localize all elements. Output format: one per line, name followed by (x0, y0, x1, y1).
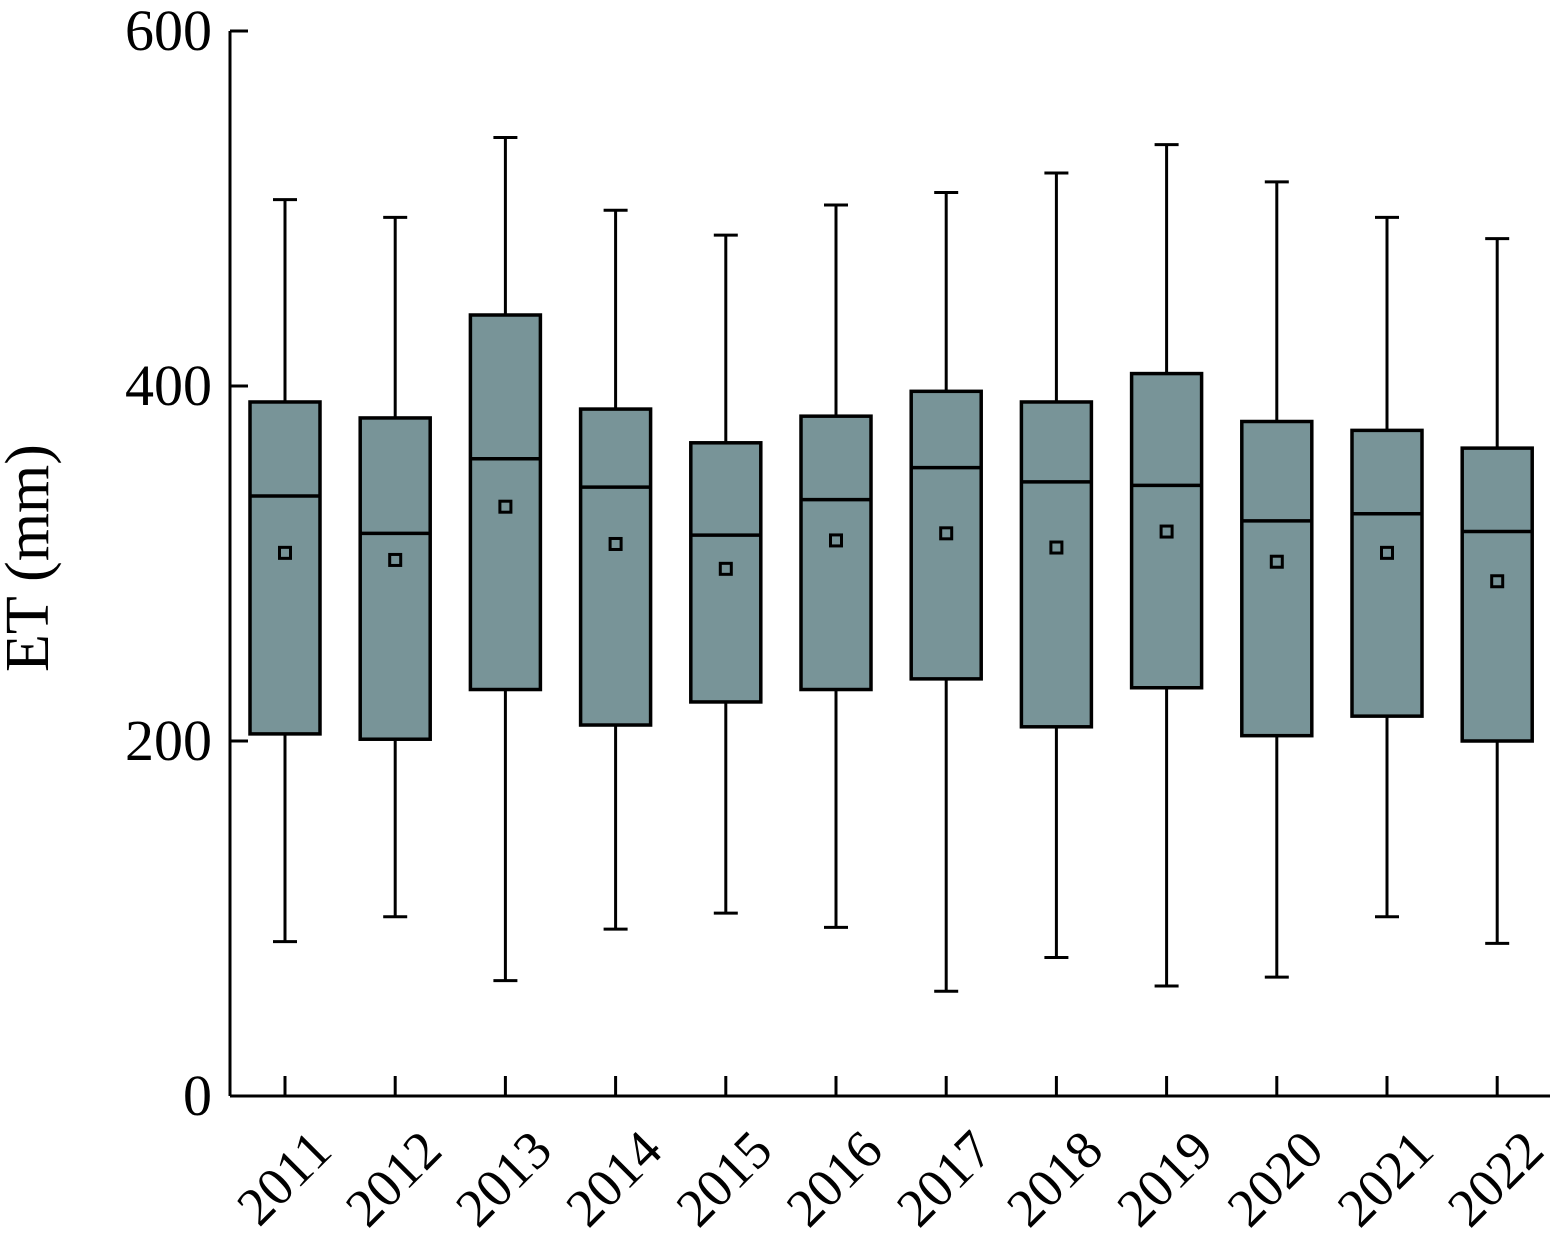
box-2013 (468, 136, 543, 983)
x-tick-label: 2011 (225, 1119, 342, 1233)
box-2011 (248, 198, 322, 944)
mean-marker (608, 536, 623, 551)
iqr-box (689, 441, 763, 704)
iqr-box (1129, 371, 1204, 690)
iqr-box (909, 389, 983, 681)
box-2016 (799, 203, 873, 929)
iqr-box (799, 414, 873, 692)
mean-marker (1490, 574, 1505, 589)
x-tick-label: 2012 (334, 1119, 453, 1233)
x-tick-label: 2019 (1105, 1119, 1224, 1233)
iqr-box (1350, 428, 1424, 718)
iqr-box (1019, 400, 1094, 729)
box-2019 (1129, 143, 1204, 988)
mean-marker (1269, 554, 1284, 569)
x-tick-label: 2018 (995, 1119, 1114, 1233)
mean-marker (718, 561, 733, 576)
mean-marker (1380, 545, 1394, 560)
box-2020 (1240, 180, 1314, 979)
mean-marker (1049, 540, 1064, 555)
iqr-box (578, 407, 653, 727)
box-series (248, 136, 1534, 993)
x-tick-label: 2017 (885, 1119, 1004, 1233)
y-tick-label: 200 (125, 708, 212, 773)
iqr-box (1460, 446, 1534, 743)
mean-marker (1159, 524, 1174, 539)
x-tick-label: 2013 (444, 1119, 563, 1233)
box-2014 (578, 208, 653, 931)
x-tick-label: 2015 (665, 1119, 784, 1233)
box-2015 (689, 233, 763, 915)
box-2022 (1460, 237, 1534, 945)
iqr-box (248, 400, 322, 736)
y-tick-label: 0 (183, 1063, 212, 1128)
mean-marker (939, 526, 954, 541)
mean-marker (278, 545, 292, 560)
y-axis: 0 200 400 600 (125, 0, 248, 1128)
box-2017 (909, 191, 983, 993)
box-2018 (1019, 171, 1094, 960)
mean-marker (388, 552, 403, 567)
iqr-box (1240, 419, 1314, 738)
x-tick-label: 2014 (554, 1119, 673, 1233)
box-2021 (1350, 215, 1424, 919)
x-tick-label: 2021 (1326, 1119, 1445, 1233)
iqr-box (358, 416, 432, 741)
y-tick-label: 600 (125, 0, 212, 63)
x-axis: 2011201220132014201520162017201820192020… (225, 1076, 1552, 1233)
mean-marker (498, 499, 513, 514)
y-axis-title: ET (mm) (0, 444, 62, 672)
x-tick-label: 2016 (775, 1119, 894, 1233)
box-2012 (358, 215, 432, 919)
mean-marker (829, 533, 843, 548)
x-tick-label: 2020 (1216, 1119, 1335, 1233)
x-tick-label: 2022 (1436, 1119, 1552, 1233)
y-tick-label: 400 (125, 353, 212, 418)
